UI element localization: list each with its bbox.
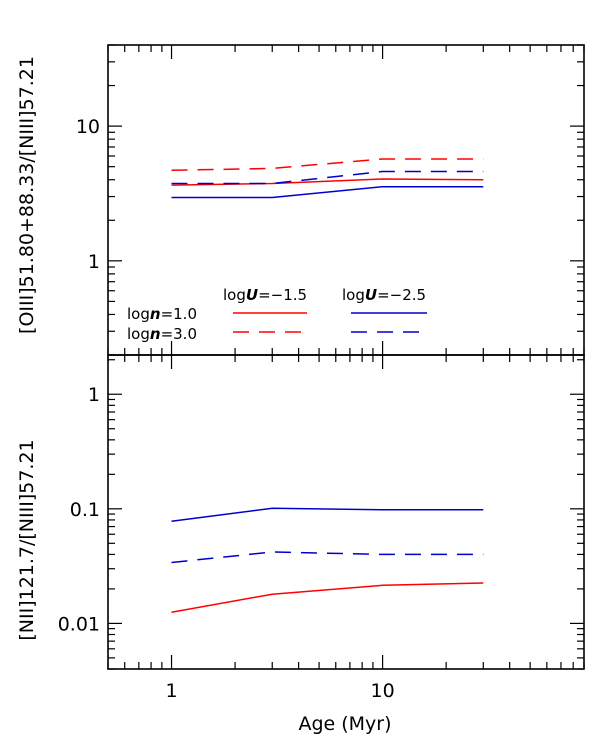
legend-header-logu-b: logU=−2.5 [342,286,426,304]
x-axis-label: Age (Myr) [298,713,391,735]
y-tick-label: 0.1 [70,499,100,521]
legend-header-logu-a: logU=−1.5 [223,286,307,304]
series-line [171,185,484,199]
series-line [171,582,484,614]
y-tick-label: 1 [88,251,100,273]
axis-ticks [107,44,585,670]
legend-row-logn-a: logn=1.0 [127,305,197,323]
legend-row-logn-b: logn=3.0 [127,325,197,343]
x-tick-label: 1 [165,680,177,702]
series-line [171,551,484,564]
bottom-panel-frame [107,354,585,670]
series-line [171,178,484,186]
y-tick-label: 1 [88,384,100,406]
y-tick-label: 10 [76,116,100,138]
series-line [171,507,484,522]
legend: logU=−1.5 logU=−2.5 logn=1.0 logn=3.0 [127,286,427,343]
series-line [171,170,484,185]
y-tick-label: 0.01 [58,613,100,635]
x-tick-label: 10 [371,680,395,702]
bottom-y-axis-label: [NII]121.7/[NIII]57.21 [16,439,38,640]
series-line [171,158,484,172]
tick-labels: 1 10 0.01 0.1 1 1 10 [58,116,395,702]
top-y-axis-label: [OIII]51.80+88.33/[NIII]57.21 [16,56,38,334]
series-lines [171,158,484,614]
